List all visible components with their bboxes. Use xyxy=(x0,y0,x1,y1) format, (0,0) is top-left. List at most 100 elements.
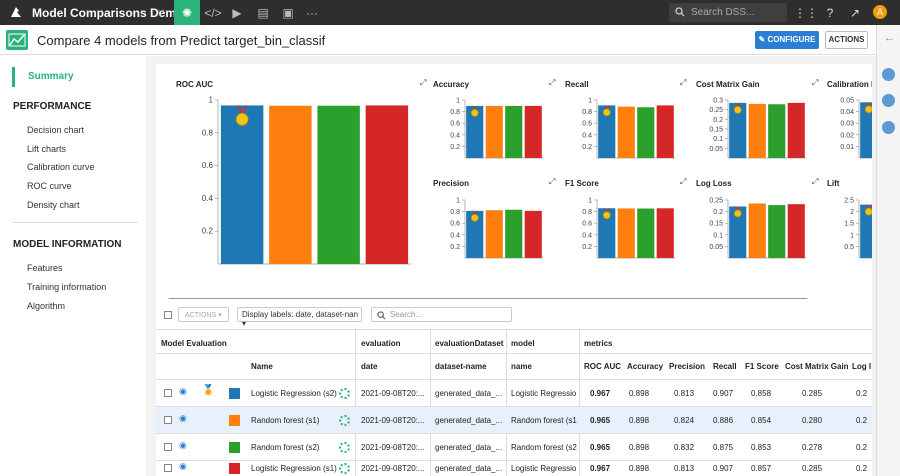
col-date[interactable]: date xyxy=(361,362,378,371)
col-f1-score[interactable]: F1 Score xyxy=(745,362,779,371)
row-name[interactable]: Random forest (s2) xyxy=(251,443,320,452)
display-labels-select[interactable]: Display labels: date, dataset-nan ▾ xyxy=(237,307,362,328)
expand-icon[interactable]: ⤢ xyxy=(549,78,556,87)
sidebar-item-training-information[interactable]: Training information xyxy=(27,282,107,292)
row-model[interactable]: Random forest (s2) xyxy=(511,443,577,452)
col-dataset-name[interactable]: dataset-name xyxy=(435,362,487,371)
chart-bar[interactable] xyxy=(637,208,655,258)
chart-bar[interactable] xyxy=(220,105,264,264)
table-row[interactable]: ◉ Random forest (s1) 2021-09-08T20:... g… xyxy=(156,407,872,433)
table-row[interactable]: ◉ 🏅 Logistic Regression (s2) 2021-09-08T… xyxy=(156,380,872,406)
sidebar-item-decision-chart[interactable]: Decision chart xyxy=(27,125,85,135)
chart-bar[interactable] xyxy=(768,104,786,158)
run-icon[interactable]: ▶ xyxy=(232,5,242,20)
expand-icon[interactable]: ⤢ xyxy=(549,177,556,186)
chart-bar[interactable] xyxy=(524,105,542,158)
row-model[interactable]: Random forest (s1) xyxy=(511,416,577,425)
row-checkbox[interactable] xyxy=(164,443,172,451)
chart-bar[interactable] xyxy=(317,105,360,264)
chart-bar[interactable] xyxy=(787,204,805,258)
chart-bar[interactable] xyxy=(656,208,674,258)
expand-icon[interactable]: ⤢ xyxy=(812,78,819,87)
sidebar-item-features[interactable]: Features xyxy=(27,263,63,273)
chart-bar[interactable] xyxy=(729,206,747,258)
col-roc-auc[interactable]: ROC AUC xyxy=(584,362,622,371)
chart-bar[interactable] xyxy=(748,103,766,158)
discussions-icon[interactable] xyxy=(882,121,895,134)
lab-icon[interactable]: ✺ xyxy=(174,0,200,25)
flow-icon[interactable]: ⑂ xyxy=(157,5,165,20)
chart-bar[interactable] xyxy=(524,210,542,258)
row-model[interactable]: Logistic Regressio... xyxy=(511,389,577,398)
chart-bar[interactable] xyxy=(598,105,616,158)
col-name[interactable]: Name xyxy=(251,362,273,371)
expand-icon[interactable]: ⤢ xyxy=(812,177,819,186)
actions-button[interactable]: ACTIONS xyxy=(825,31,868,49)
sidebar-item-density-chart[interactable]: Density chart xyxy=(27,200,80,210)
info-icon[interactable] xyxy=(882,94,895,107)
details-icon[interactable] xyxy=(882,68,895,81)
table-actions-dropdown[interactable]: ACTIONS ▾ xyxy=(178,307,229,322)
eye-icon[interactable]: ◉ xyxy=(179,440,187,450)
row-model[interactable]: Logistic Regressio... xyxy=(511,464,577,473)
row-checkbox[interactable] xyxy=(164,464,172,472)
chart-bar[interactable] xyxy=(617,208,635,258)
chart-bar[interactable] xyxy=(860,204,872,258)
eye-icon[interactable]: ◉ xyxy=(179,386,187,396)
collapse-arrow-icon[interactable]: ← xyxy=(884,32,895,44)
code-icon[interactable]: </> xyxy=(204,5,222,20)
project-title[interactable]: Model Comparisons Demo xyxy=(32,6,184,20)
sidebar-item-lift-charts[interactable]: Lift charts xyxy=(27,144,67,154)
chart-bar[interactable] xyxy=(505,105,523,158)
table-row[interactable]: ◉ Logistic Regression (s1) 2021-09-08T20… xyxy=(156,461,872,476)
chart-bar[interactable] xyxy=(768,205,786,258)
table-search-input[interactable]: Search... xyxy=(371,307,512,322)
col-model-name[interactable]: name xyxy=(511,362,532,371)
chart-bar[interactable] xyxy=(269,105,312,264)
chart-bar[interactable] xyxy=(656,105,674,158)
dashboard-icon[interactable]: ▣ xyxy=(282,5,294,20)
col-accuracy[interactable]: Accuracy xyxy=(627,362,664,371)
expand-icon[interactable]: ⤢ xyxy=(680,177,687,186)
table-row[interactable]: ◉ Random forest (s2) 2021-09-08T20:... g… xyxy=(156,434,872,460)
chart-bar[interactable] xyxy=(466,105,484,158)
dataiku-bird-logo[interactable] xyxy=(8,4,24,20)
chart-bar[interactable] xyxy=(617,106,635,158)
eye-icon[interactable]: ◉ xyxy=(179,413,187,423)
sidebar-item-calibration-curve[interactable]: Calibration curve xyxy=(27,162,95,172)
chart-bar[interactable] xyxy=(505,209,523,258)
help-icon[interactable]: ? xyxy=(826,5,834,20)
row-checkbox[interactable] xyxy=(164,389,172,397)
row-name[interactable]: Logistic Regression (s1) xyxy=(251,464,337,473)
col-precision[interactable]: Precision xyxy=(669,362,706,371)
chart-bar[interactable] xyxy=(598,208,616,258)
row-name[interactable]: Logistic Regression (s2) xyxy=(251,389,337,398)
select-all-checkbox[interactable] xyxy=(164,311,172,319)
chart-bar[interactable] xyxy=(637,107,655,158)
sidebar-item-summary[interactable]: Summary xyxy=(12,67,146,87)
expand-icon[interactable]: ⤢ xyxy=(680,78,687,87)
chart-bar[interactable] xyxy=(729,102,747,158)
col-cost-matrix-gain[interactable]: Cost Matrix Gain xyxy=(785,362,849,371)
apps-grid-icon[interactable]: ⋮⋮ xyxy=(794,5,818,20)
deploy-icon[interactable]: ▤ xyxy=(257,5,269,20)
row-name[interactable]: Random forest (s1) xyxy=(251,416,320,425)
global-search-input[interactable]: Search DSS... xyxy=(669,3,787,22)
chart-bar[interactable] xyxy=(466,210,484,258)
chart-bar[interactable] xyxy=(860,102,872,158)
chart-bar[interactable] xyxy=(365,105,409,264)
sidebar-item-algorithm[interactable]: Algorithm xyxy=(27,301,66,311)
eye-icon[interactable]: ◉ xyxy=(179,461,187,471)
chart-bar[interactable] xyxy=(485,210,503,258)
avatar[interactable]: A xyxy=(873,5,887,19)
row-checkbox[interactable] xyxy=(164,416,172,424)
chart-bar[interactable] xyxy=(748,203,766,258)
configure-button[interactable]: ✎ CONFIGURE xyxy=(755,31,819,49)
sidebar-item-roc-curve[interactable]: ROC curve xyxy=(27,181,72,191)
chart-bar[interactable] xyxy=(787,102,805,158)
col-log-loss[interactable]: Log l xyxy=(852,362,872,371)
more-icon[interactable]: ··· xyxy=(306,5,318,20)
expand-icon[interactable]: ⤢ xyxy=(420,78,427,87)
activity-icon[interactable]: ↗ xyxy=(849,5,861,20)
chart-bar[interactable] xyxy=(485,105,503,158)
